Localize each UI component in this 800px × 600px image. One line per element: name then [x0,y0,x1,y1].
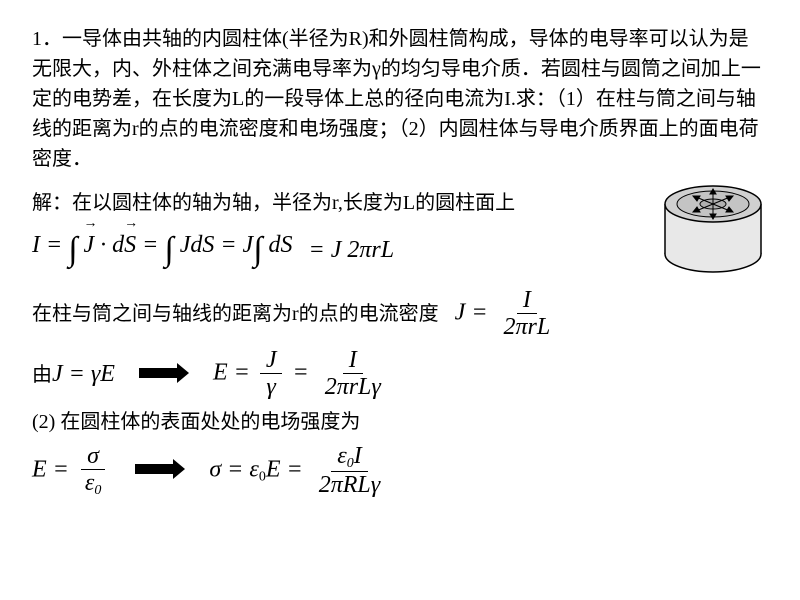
line3-prefix: 由 [32,364,52,386]
integral-icon: ∫ [164,224,173,275]
vector-J: J [84,227,95,263]
eq-sigma-mid-a: σ = ε [209,456,259,482]
eq-E-lhs: E = [213,359,256,385]
eq-sigma-mid-b: E [266,456,281,482]
eq-j-gamma: J = γE [52,361,115,387]
eq1-a: I = [32,232,68,258]
cylinder-diagram [658,182,768,277]
line2-prefix: 在柱与筒之间与轴线的距离为r的点的电流密度 [32,299,439,329]
equation-3: 由J = γE E = Jγ = I2πrLγ [32,347,768,401]
implies-arrow-icon [139,364,189,384]
fraction-2b: I2πrLγ [319,347,387,401]
implies-arrow-icon [135,460,185,480]
fraction-2a: Jγ [260,347,283,401]
eq-E-mid: = [286,359,314,385]
fraction-1: I2πrL [498,287,557,341]
subscript-0: 0 [259,469,266,484]
frac1-lhs: J = [455,299,494,325]
eq1-b: · d [94,232,124,258]
eq-sigma-mid2: = [281,456,309,482]
problem-statement: 1．一导体由共轴的内圆柱体(半径为R)和外圆柱筒构成，导体的电导率可以认为是无限… [32,24,768,174]
eq-sigma-lhs: E = [32,456,75,482]
equation-1: I = ∫ J · dS = ∫ JdS = J∫ dS = J 2πrL [32,224,658,275]
eq1-f: = J 2πrL [309,232,395,268]
fraction-3a: σε0 [79,443,107,499]
problem-text: 1．一导体由共轴的内圆柱体(半径为R)和外圆柱筒构成，导体的电导率可以认为是无限… [32,28,761,170]
equation-4: E = σε0 σ = ε0E = ε0I2πRLγ [32,443,768,499]
eq1-c: = [136,232,164,258]
eq1-d: JdS = J [174,232,254,258]
integral-icon: ∫ [68,224,77,275]
vector-S: S [124,227,136,263]
part2-label: (2) 在圆柱体的表面处处的电场强度为 [32,407,768,437]
fraction-3b: ε0I2πRLγ [313,443,387,499]
eq1-e: dS [263,232,293,258]
integral-icon: ∫ [253,224,262,275]
equation-2: 在柱与筒之间与轴线的距离为r的点的电流密度 J = I2πrL [32,287,768,341]
